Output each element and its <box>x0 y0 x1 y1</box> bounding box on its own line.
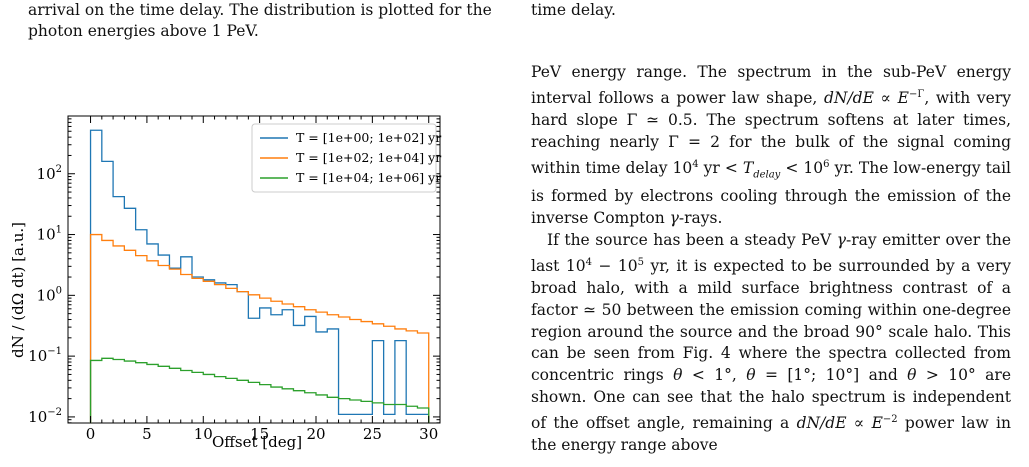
paragraph-2: If the source has been a steady PeV γ-ra… <box>531 230 1011 455</box>
chart-ticks: 0 5 10 15 20 25 30 10−2 10−1 100 101 102 <box>28 116 440 443</box>
chart-series <box>89 129 430 423</box>
x-tick-label: 15 <box>250 425 269 443</box>
plot-frame <box>67 115 441 424</box>
series-line-2 <box>89 233 430 423</box>
caption-line: time delay. <box>531 1 616 19</box>
y-tick-label: 102 <box>37 164 62 183</box>
x-tick-label: 5 <box>142 425 152 443</box>
series-line-1 <box>89 129 430 423</box>
y-tick-label: 100 <box>37 285 62 304</box>
y-axis-label: dN / (dΩ dt) [a.u.] <box>9 222 27 358</box>
chart-legend: T = [1e+00; 1e+02] yr T = [1e+02; 1e+04] … <box>251 123 441 193</box>
legend-label: T = [1e+00; 1e+02] yr <box>296 130 441 145</box>
y-tick-label: 10−2 <box>28 407 62 426</box>
x-tick-label: 25 <box>363 425 382 443</box>
y-tick-label: 10−1 <box>28 346 62 365</box>
legend-label: T = [1e+02; 1e+04] yr <box>296 150 441 165</box>
caption-line: photon energies above 1 PeV. <box>28 22 259 40</box>
histogram-chart: 0 5 10 15 20 25 30 10−2 10−1 100 101 102 T = [1e+00… <box>9 115 441 451</box>
x-tick-label: 0 <box>86 425 96 443</box>
paragraph-1: PeV energy range. The spectrum in the su… <box>531 63 1012 227</box>
x-tick-label: 20 <box>306 425 325 443</box>
caption-line: arrival on the time delay. The distribut… <box>28 1 492 19</box>
figure-caption-left: arrival on the time delay. The distribut… <box>28 0 498 42</box>
x-tick-label: 10 <box>194 425 213 443</box>
chart-axes <box>67 115 441 424</box>
x-tick-label: 30 <box>419 425 438 443</box>
series-line-3 <box>89 357 430 423</box>
x-axis-label: Offset [deg] <box>212 433 302 451</box>
body-text: PeV energy range. The spectrum in the su… <box>531 62 1011 457</box>
legend-box <box>251 123 437 193</box>
legend-label: T = [1e+04; 1e+06] yr <box>296 170 441 185</box>
figure-caption-right: time delay. <box>531 0 1011 21</box>
y-tick-label: 101 <box>37 225 62 244</box>
